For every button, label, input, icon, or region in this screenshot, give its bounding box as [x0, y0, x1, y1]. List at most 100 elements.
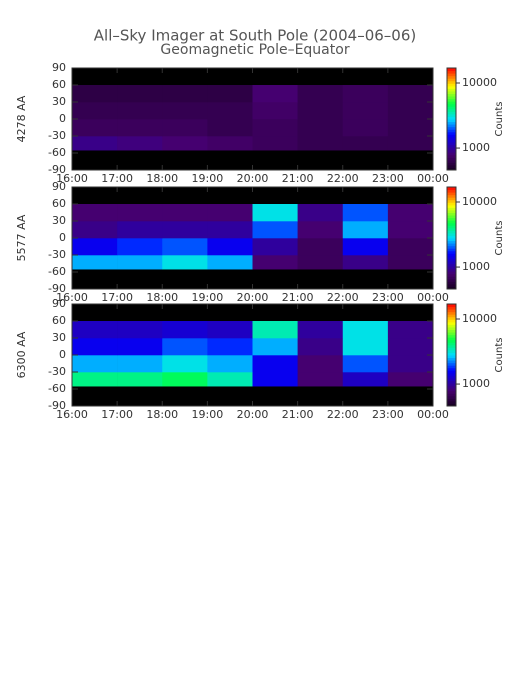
- colorbar-strip: [447, 355, 456, 359]
- colorbar-strip: [447, 217, 456, 221]
- y-tick-label: -30: [48, 365, 66, 378]
- y-tick-label: -60: [48, 146, 66, 159]
- heat-cell: [162, 338, 208, 356]
- colorbar-strip: [447, 316, 456, 320]
- heat-cell: [342, 221, 389, 239]
- colorbar-strip: [447, 80, 456, 84]
- colorbar-strip: [447, 149, 456, 153]
- heat-cell: [162, 136, 208, 151]
- colorbar-strip: [447, 400, 456, 404]
- heat-cell: [162, 238, 208, 256]
- heat-cell: [207, 255, 253, 270]
- heat-cell: [207, 221, 253, 239]
- colorbar-strip: [447, 197, 456, 201]
- y-tick-label: 30: [52, 331, 66, 344]
- y-axis-label: 6300 AA: [15, 331, 28, 378]
- colorbar-strip: [447, 75, 456, 79]
- heat-cell: [387, 221, 434, 239]
- colorbar-strip: [447, 321, 456, 325]
- heat-cell: [207, 119, 253, 137]
- heat-cell: [72, 102, 118, 120]
- colorbar-label: Counts: [494, 102, 505, 137]
- colorbar-strip: [447, 194, 456, 198]
- colorbar-strip: [447, 222, 456, 226]
- x-tick-label: 21:00: [282, 172, 314, 185]
- colorbar-frame: [446, 186, 457, 290]
- colorbar-strip: [447, 349, 456, 353]
- heat-cell: [297, 355, 344, 373]
- heat-cell: [297, 204, 344, 222]
- colorbar-strip: [447, 278, 456, 282]
- y-tick-label: 90: [52, 180, 66, 193]
- heat-cell: [162, 321, 208, 339]
- y-tick-label: 30: [52, 95, 66, 108]
- colorbar-strip: [447, 263, 456, 267]
- colorbar-strip: [447, 126, 456, 130]
- heat-cell: [342, 372, 389, 387]
- heat-cell: [117, 102, 163, 120]
- x-tick-label: 21:00: [282, 408, 314, 421]
- colorbar-strip: [447, 209, 456, 213]
- colorbar-strip: [447, 187, 456, 191]
- colorbar-strip: [447, 329, 456, 333]
- x-tick-label: 16:00: [56, 408, 88, 421]
- colorbar-strip: [447, 240, 456, 244]
- heat-cell: [342, 204, 389, 222]
- chart-subtitle: Geomagnetic Pole–Equator: [160, 42, 349, 58]
- colorbar-strip: [447, 134, 456, 138]
- heat-cell: [252, 255, 298, 270]
- heat-cell: [297, 119, 344, 137]
- heat-cell: [117, 238, 163, 256]
- x-tick-label: 22:00: [327, 172, 359, 185]
- heat-cell: [117, 136, 163, 151]
- heat-cell: [72, 85, 118, 103]
- colorbar-strip: [447, 268, 456, 272]
- colorbar-strip: [447, 121, 456, 125]
- colorbar-strip: [447, 352, 456, 356]
- x-tick-label: 20:00: [237, 172, 269, 185]
- colorbar-strip: [447, 157, 456, 161]
- heat-cell: [387, 372, 434, 387]
- heat-cell: [207, 338, 253, 356]
- y-tick-label: 90: [52, 61, 66, 74]
- heat-cell: [387, 255, 434, 270]
- colorbar-strip: [447, 212, 456, 216]
- colorbar-strip: [447, 189, 456, 193]
- colorbar-strip: [447, 98, 456, 102]
- heat-cell: [252, 85, 298, 103]
- heat-cell: [297, 338, 344, 356]
- colorbar-tick-label: 1000: [462, 141, 490, 154]
- x-tick-label: 19:00: [192, 408, 224, 421]
- x-tick-label: 19:00: [192, 291, 224, 304]
- heat-cell: [342, 85, 389, 103]
- y-axis-label: 5577 AA: [15, 214, 28, 261]
- colorbar-strip: [447, 232, 456, 236]
- colorbar-strip: [447, 332, 456, 336]
- colorbar-strip: [447, 248, 456, 252]
- colorbar-strip: [447, 383, 456, 387]
- heat-cell: [252, 221, 298, 239]
- heat-cell: [387, 355, 434, 373]
- colorbar-strip: [447, 334, 456, 338]
- colorbar-strip: [447, 357, 456, 361]
- colorbar-strip: [447, 273, 456, 277]
- colorbar-strip: [447, 204, 456, 208]
- heat-cell: [387, 321, 434, 339]
- x-tick-label: 21:00: [282, 291, 314, 304]
- colorbar-strip: [447, 199, 456, 203]
- heat-cell: [387, 338, 434, 356]
- heat-cell: [207, 321, 253, 339]
- x-tick-label: 00:00: [417, 408, 449, 421]
- colorbar-strip: [447, 243, 456, 247]
- colorbar-strip: [447, 83, 456, 87]
- colorbar-tick-label: 1000: [462, 377, 490, 390]
- x-tick-label: 23:00: [372, 291, 404, 304]
- y-tick-label: 0: [59, 112, 66, 125]
- heat-cell: [162, 255, 208, 270]
- x-tick-label: 22:00: [327, 408, 359, 421]
- y-tick-label: 60: [52, 78, 66, 91]
- y-tick-label: -90: [48, 282, 66, 295]
- heat-cell: [387, 85, 434, 103]
- colorbar-strip: [447, 108, 456, 112]
- colorbar-strip: [447, 141, 456, 145]
